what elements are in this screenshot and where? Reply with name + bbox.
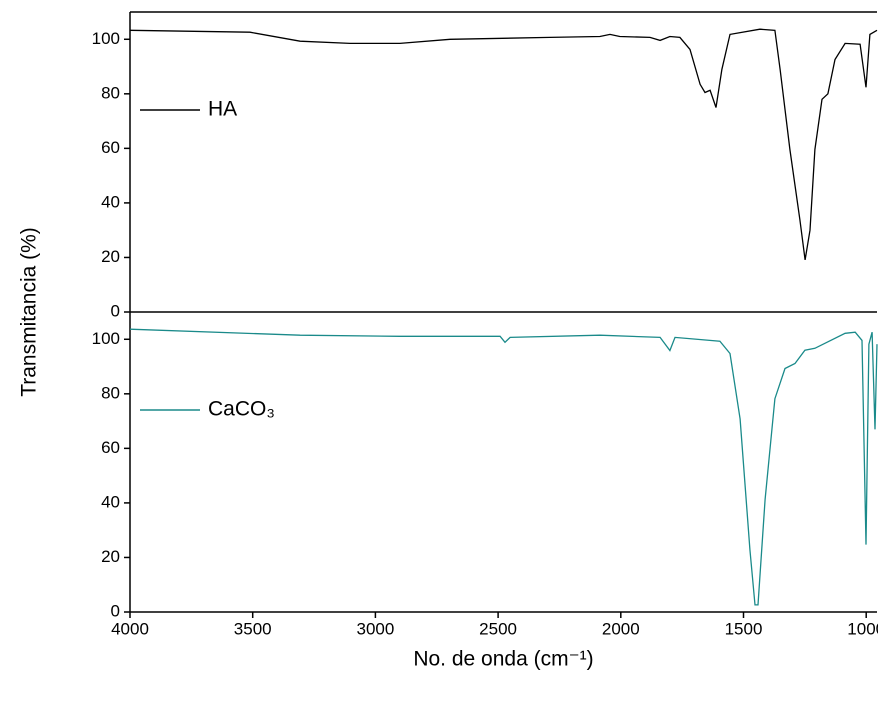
y-tick-label: 40 [101,492,120,511]
x-axis-label: No. de onda (cm⁻¹) [413,648,593,671]
y-tick-label: 40 [101,192,120,211]
x-tick-label: 1500 [725,619,763,638]
x-tick-label: 3500 [234,619,272,638]
y-tick-label: 20 [101,547,120,566]
x-tick-label: 4000 [111,619,149,638]
y-tick-label: 80 [101,83,120,102]
y-tick-label: 20 [101,247,120,266]
x-tick-label: 1000 [847,619,878,638]
legend-label: HA [208,98,237,121]
y-tick-label: 100 [92,329,120,348]
y-tick-label: 100 [92,29,120,48]
legend-label: CaCO₃ [208,398,275,421]
x-tick-label: 2000 [602,619,640,638]
x-tick-label: 3000 [356,619,394,638]
x-tick-label: 2500 [479,619,517,638]
y-tick-label: 60 [101,438,120,457]
y-tick-label: 80 [101,383,120,402]
y-tick-label: 60 [101,138,120,157]
data-line [129,28,878,261]
y-tick-label: 0 [111,301,120,320]
y-tick-label: 0 [111,601,120,620]
y-axis-label: Transmitancia (%) [18,227,41,397]
data-line [129,328,878,606]
